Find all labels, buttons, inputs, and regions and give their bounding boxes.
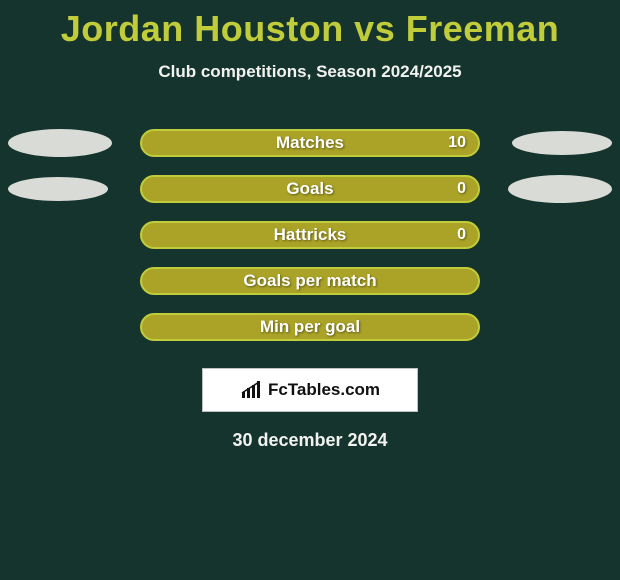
stat-row: Min per goal — [0, 304, 620, 350]
stats-list: Matches 10 Goals 0 Hattricks 0 Goals per match… — [0, 120, 620, 350]
brand-badge[interactable]: FcTables.com — [202, 368, 418, 412]
stat-bar: Goals per match — [140, 267, 480, 295]
chart-icon — [240, 380, 262, 400]
stat-row: Goals 0 — [0, 166, 620, 212]
stat-row: Matches 10 — [0, 120, 620, 166]
player-left-ellipse — [8, 129, 112, 157]
stat-label: Goals per match — [243, 271, 376, 291]
stat-value: 10 — [448, 134, 466, 152]
page-title: Jordan Houston vs Freeman — [0, 0, 620, 50]
stat-bar: Goals 0 — [140, 175, 480, 203]
player-right-ellipse — [508, 175, 612, 203]
player-right-ellipse — [512, 131, 612, 155]
stat-row: Hattricks 0 — [0, 212, 620, 258]
date-label: 30 december 2024 — [0, 430, 620, 451]
stat-label: Min per goal — [260, 317, 360, 337]
stat-value: 0 — [457, 226, 466, 244]
stat-label: Hattricks — [274, 225, 347, 245]
stats-card: Jordan Houston vs Freeman Club competiti… — [0, 0, 620, 580]
brand-text: FcTables.com — [268, 380, 380, 400]
stat-label: Goals — [286, 179, 333, 199]
stat-bar: Matches 10 — [140, 129, 480, 157]
stat-value: 0 — [457, 180, 466, 198]
stat-bar: Hattricks 0 — [140, 221, 480, 249]
stat-label: Matches — [276, 133, 344, 153]
page-subtitle: Club competitions, Season 2024/2025 — [0, 62, 620, 82]
player-left-ellipse — [8, 177, 108, 201]
stat-bar: Min per goal — [140, 313, 480, 341]
stat-row: Goals per match — [0, 258, 620, 304]
